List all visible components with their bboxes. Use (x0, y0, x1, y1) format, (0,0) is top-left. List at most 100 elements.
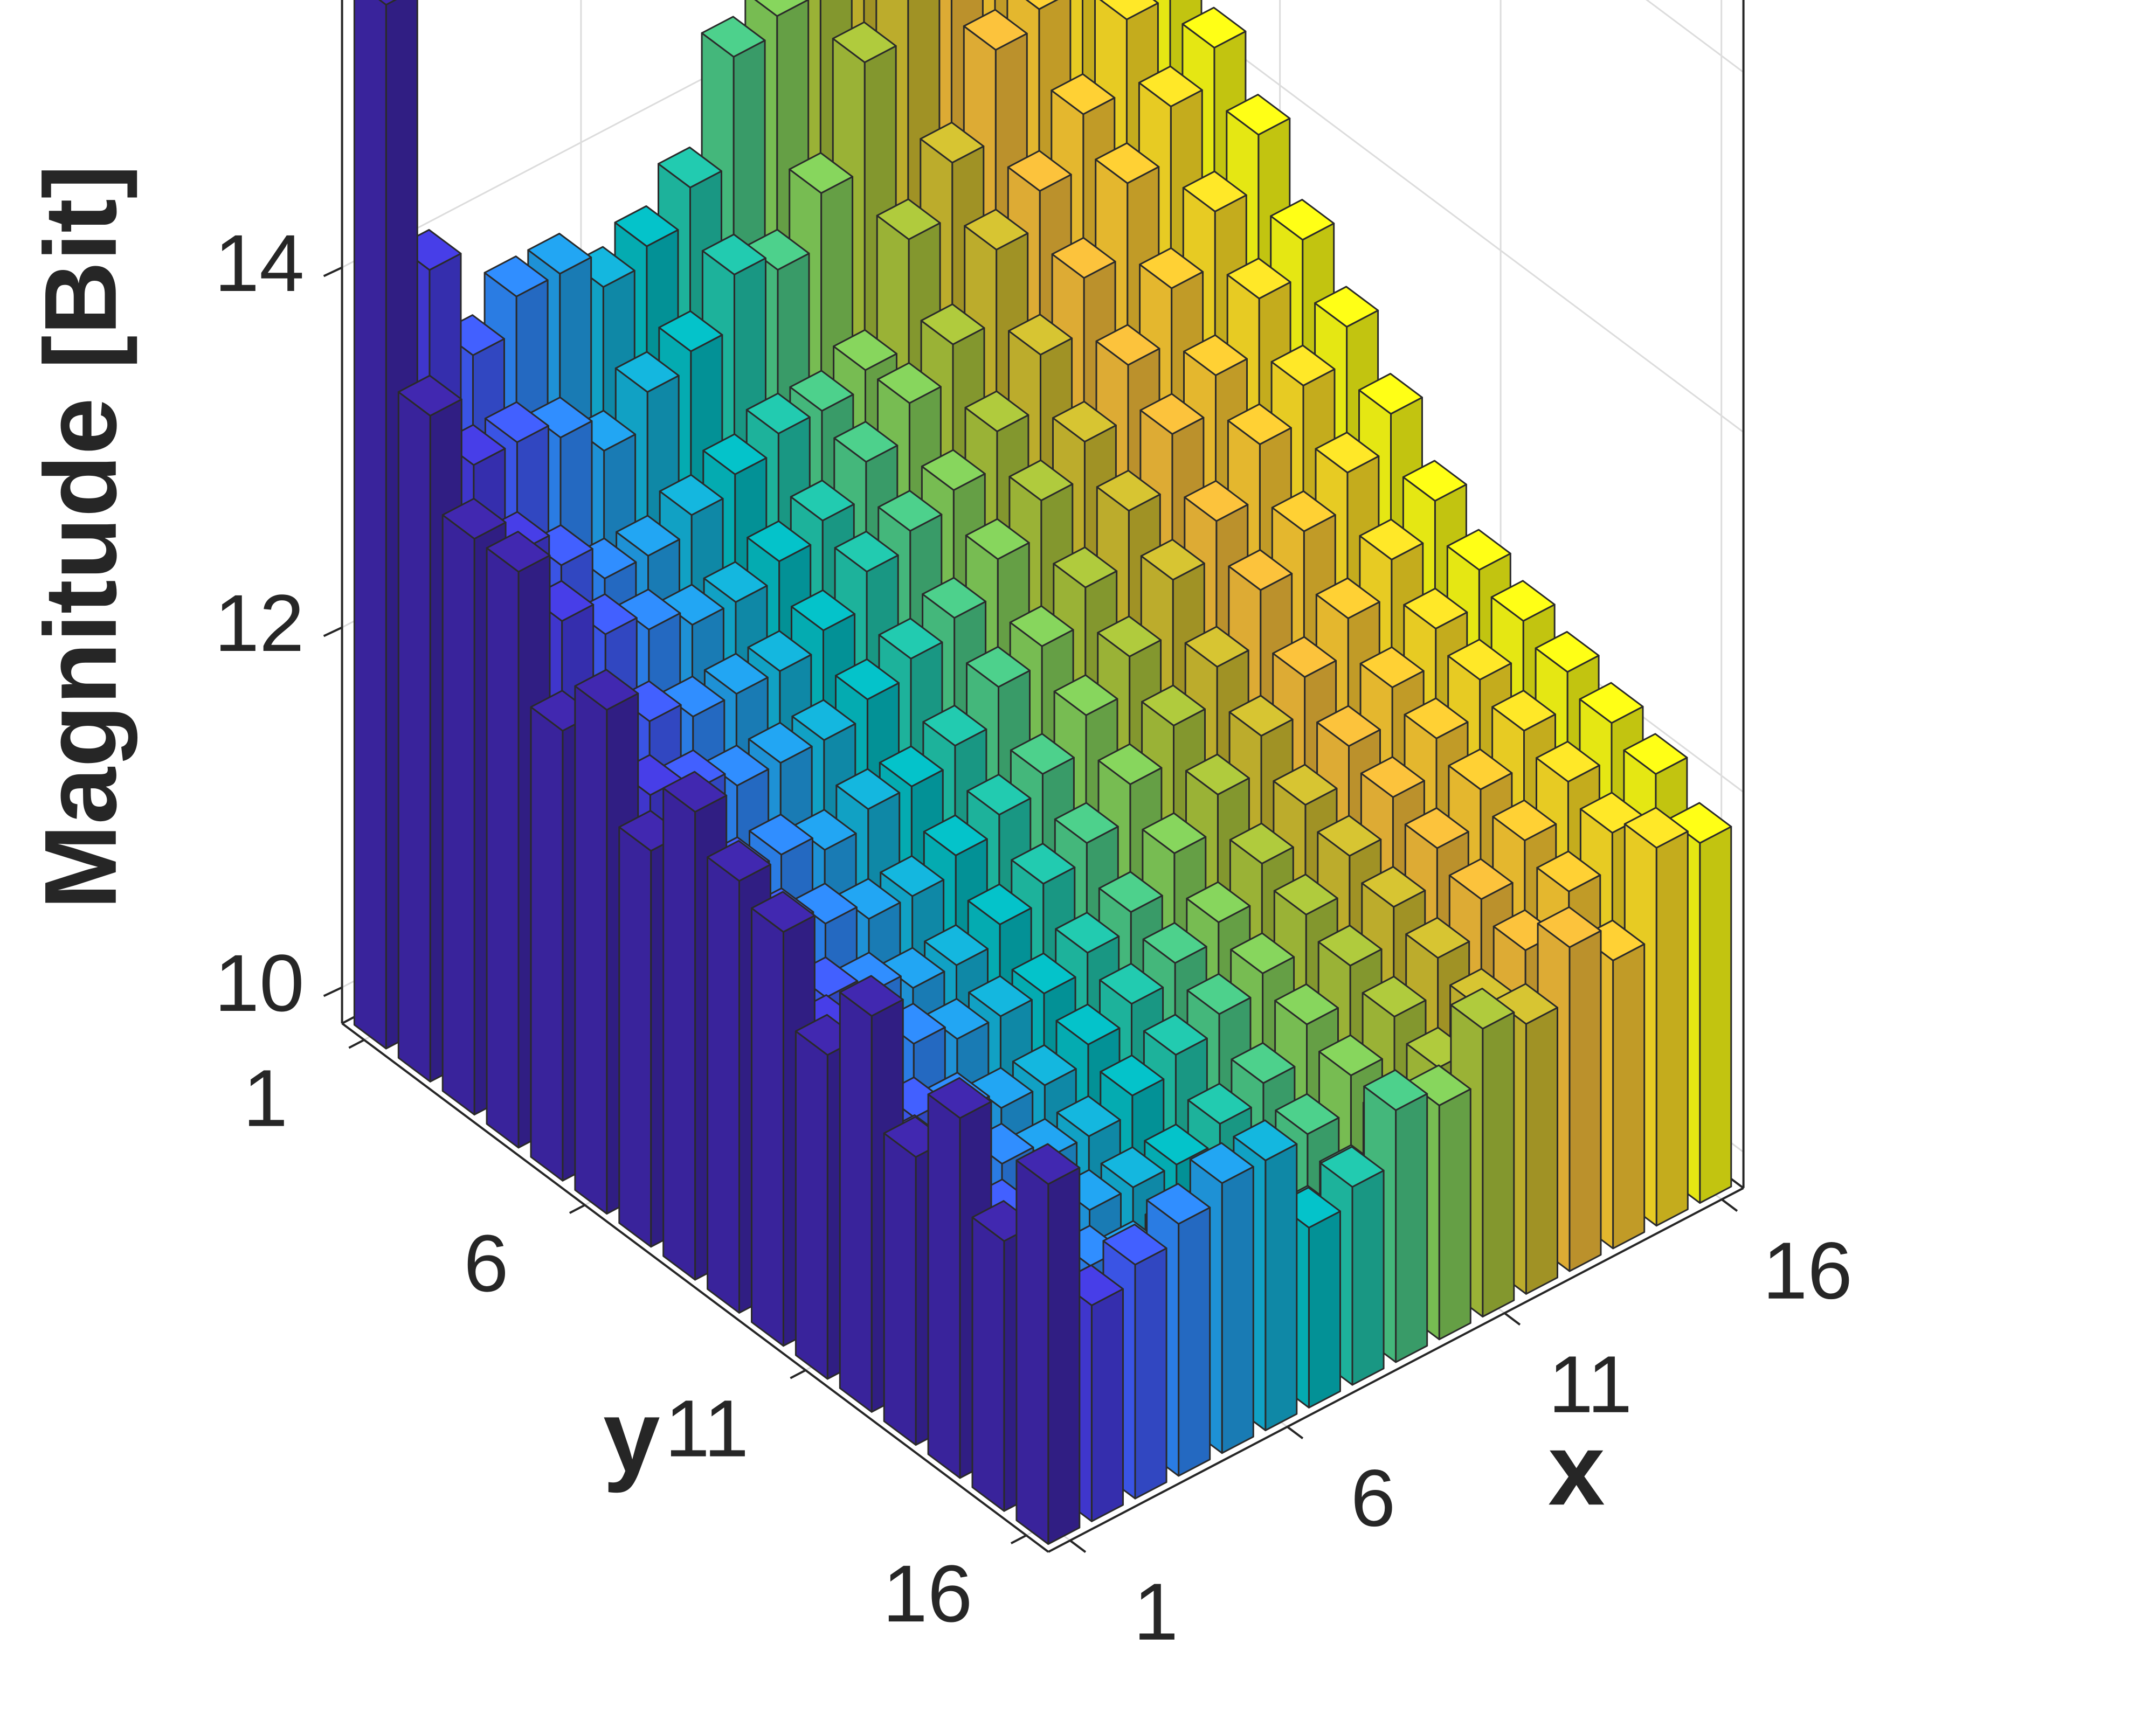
bar-top-face (1363, 1069, 1428, 1111)
bar-top-face (658, 147, 722, 189)
bar-layer (353, 0, 1732, 1545)
bar-top-face (1405, 917, 1470, 959)
bar-side-face (1655, 830, 1689, 1227)
bar-top-face (1318, 1034, 1383, 1077)
bar-top-face (614, 205, 679, 247)
y-tick-mark (569, 1204, 585, 1214)
bar-top-face (1494, 983, 1558, 1025)
bar-side-face (1612, 943, 1646, 1250)
y-tick-label: 1 (243, 1053, 288, 1143)
bar-top-face (1053, 674, 1118, 716)
z-gridline (1164, 0, 1744, 433)
z-tick-mark (323, 266, 343, 278)
bar-top-face (751, 891, 816, 933)
bar-top-face (880, 947, 945, 989)
bar-top-face (1011, 952, 1076, 995)
bar-top-face (927, 1077, 992, 1119)
bar-side-face (794, 1030, 828, 1380)
bar-top-face (707, 840, 771, 882)
bar-top-face (528, 396, 593, 439)
bar-side-face (1568, 930, 1602, 1272)
bar-top-face (745, 392, 811, 435)
bar-top-face (1271, 490, 1336, 532)
bar-top-face (1623, 807, 1689, 849)
bar-top-face (1146, 1183, 1211, 1225)
x-tick-mark (1069, 1539, 1087, 1553)
bar-top-face (1362, 975, 1427, 1018)
x-tick-label: 6 (1351, 1453, 1395, 1543)
bar-side-face (1395, 1093, 1428, 1363)
bar-side-face (486, 547, 520, 1149)
bar-top-face (1536, 740, 1600, 783)
bar-top-face (1273, 764, 1338, 806)
bar-top-face (834, 530, 899, 573)
bar-top-face (964, 390, 1029, 433)
bar-top-face (1007, 150, 1072, 192)
bar-top-face (660, 675, 725, 718)
bar-top-face (527, 233, 592, 275)
y-tick-label: 6 (464, 1218, 508, 1308)
bar-side-face (883, 1132, 917, 1446)
bar-top-face (1360, 756, 1425, 798)
bar-top-face (574, 669, 639, 711)
bar-top-face (1274, 983, 1339, 1025)
bar-top-face (880, 855, 945, 897)
bar-side-face (353, 0, 387, 1050)
bar-top-face (1142, 922, 1207, 964)
bar-top-face (1010, 733, 1075, 775)
bar-top-face (748, 722, 813, 764)
bar-side-face (1178, 1206, 1211, 1477)
bar-side-face (1351, 1169, 1385, 1386)
bar-top-face (835, 768, 901, 810)
bar-top-face (1314, 286, 1379, 328)
bar-top-face (963, 9, 1028, 51)
y-axis-title: y (603, 1379, 660, 1494)
bar-side-face (751, 907, 784, 1347)
bar-top-face (747, 630, 812, 672)
bar-top-face (749, 814, 813, 856)
bar-side-face (1308, 1210, 1341, 1409)
bar-top-face (1317, 815, 1382, 857)
bar-side-face (1699, 826, 1732, 1204)
bar-top-face (1011, 843, 1076, 885)
bar-top-face (1226, 258, 1291, 300)
bar-side-face (618, 826, 652, 1248)
y-tick-mark (348, 1039, 365, 1049)
bar-top-face (1054, 802, 1119, 844)
bar-top-face (662, 771, 728, 813)
bar-top-face (1231, 1042, 1296, 1084)
bar-side-face (927, 1093, 961, 1479)
bar-top-face (1053, 546, 1118, 588)
x-axis-line (1048, 1187, 1744, 1553)
bar-top-face (1228, 695, 1294, 737)
bar-top-face (965, 518, 1030, 560)
bar-top-face (484, 401, 549, 443)
bar-top-face (1099, 962, 1164, 1005)
bar-top-face (1275, 1093, 1340, 1135)
bar-top-face (1015, 1143, 1081, 1185)
bar-side-face (839, 991, 873, 1413)
bar-top-face (1450, 988, 1515, 1030)
label-layer: 16111616111610121416xyMagnitude [Bit] (24, 165, 1853, 1657)
bar-top-face (616, 515, 680, 557)
bar-top-face (792, 809, 857, 851)
bar-top-face (1361, 866, 1426, 908)
bar-top-face (1446, 529, 1511, 571)
bar-top-face (701, 16, 766, 58)
bar-top-face (1667, 802, 1732, 844)
bar-top-face (1008, 459, 1074, 502)
x-tick-label: 11 (1549, 1339, 1633, 1430)
bar-top-face (1143, 1014, 1208, 1056)
bar-top-face (876, 198, 941, 240)
x-tick-label: 16 (1763, 1225, 1853, 1316)
bar-top-face (702, 433, 768, 475)
bar-top-face (660, 584, 724, 626)
bar-top-face (1233, 1119, 1298, 1161)
bar-top-face (1182, 170, 1247, 212)
bar-top-face (614, 351, 680, 393)
z-tick-label: 12 (215, 578, 305, 668)
bar-top-face (833, 421, 899, 463)
bar-top-face (1491, 690, 1556, 732)
bar-top-face (1012, 1044, 1077, 1086)
bar-top-face (1142, 812, 1207, 854)
